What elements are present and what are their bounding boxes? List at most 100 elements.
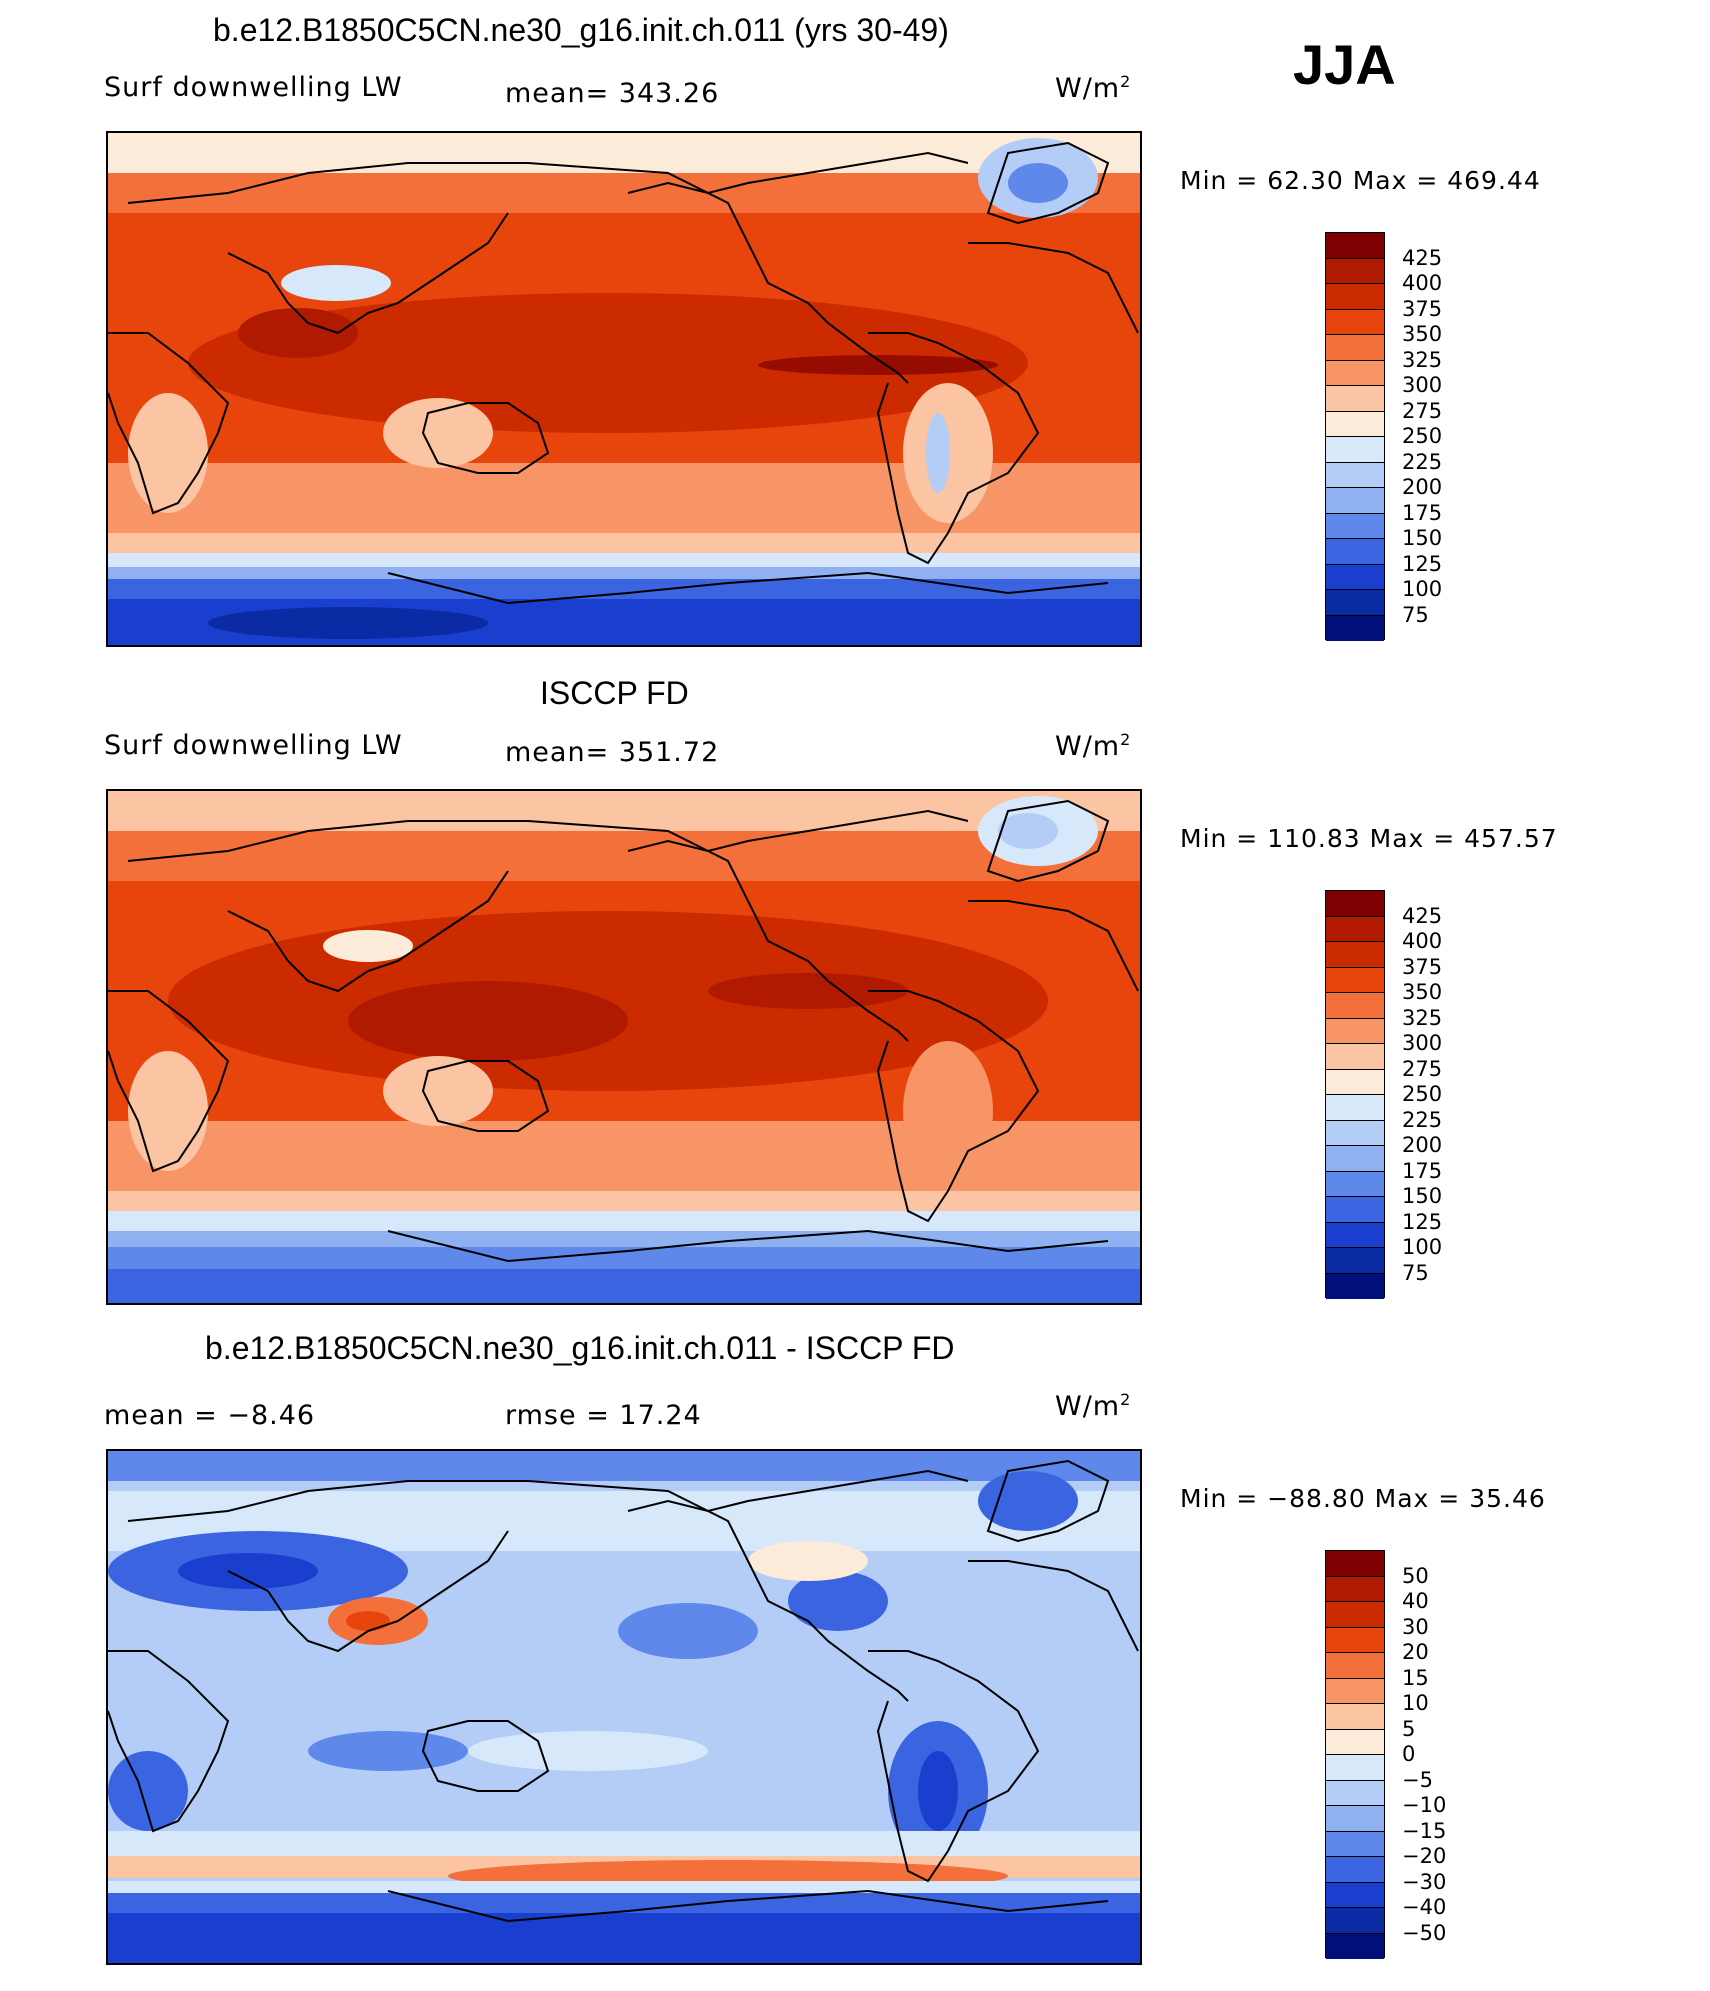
- panel-2-variable-label: Surf downwelling LW: [104, 730, 403, 761]
- colorbar-label: 175: [1402, 1158, 1443, 1183]
- colorbar-label: −40: [1402, 1895, 1447, 1919]
- colorbar-label: 175: [1402, 500, 1443, 525]
- colorbar-label: 20: [1402, 1640, 1429, 1664]
- colorbar-label: 400: [1402, 929, 1443, 953]
- colorbar-box: [1326, 488, 1384, 514]
- colorbar-box: [1326, 1120, 1384, 1146]
- colorbar-box: [1326, 335, 1384, 361]
- colorbar-label: −10: [1402, 1793, 1447, 1817]
- panel-2-mean-label: mean= 351.72: [505, 737, 720, 768]
- colorbar-label: 125: [1402, 1209, 1443, 1234]
- colorbar-box: [1326, 437, 1384, 463]
- colorbar-label: −50: [1402, 1920, 1447, 1945]
- colorbar-box: [1326, 916, 1384, 942]
- panel-2-units: W/m2: [1055, 730, 1132, 762]
- colorbar-label: 275: [1402, 398, 1443, 423]
- colorbar-box: [1326, 284, 1384, 310]
- colorbar-box: [1326, 1602, 1384, 1628]
- colorbar-box: [1326, 1755, 1384, 1781]
- colorbar-box: [1326, 513, 1384, 539]
- colorbar-label: 375: [1402, 954, 1443, 979]
- colorbar-box: [1326, 1095, 1384, 1121]
- colorbar-label: 425: [1402, 903, 1443, 928]
- colorbar-box: [1326, 1069, 1384, 1095]
- colorbar-box: [1326, 1882, 1384, 1908]
- colorbar-label: 300: [1402, 1031, 1443, 1055]
- colorbar-label: 425: [1402, 245, 1443, 270]
- colorbar-box: [1326, 1222, 1384, 1248]
- colorbar-label: 325: [1402, 1005, 1443, 1030]
- panel-3-minmax: Min = −88.80 Max = 35.46: [1180, 1484, 1546, 1513]
- colorbar-box: [1326, 1171, 1384, 1197]
- panel-1-variable-label: Surf downwelling LW: [104, 72, 403, 103]
- colorbar-box: [1326, 615, 1384, 641]
- panel-3-title: b.e12.B1850C5CN.ne30_g16.init.ch.011 - I…: [205, 1330, 955, 1366]
- colorbar-box: [1326, 590, 1384, 616]
- panel-1-map-svg: [108, 133, 1140, 645]
- colorbar-box: [1326, 1806, 1384, 1832]
- colorbar-label: −30: [1402, 1869, 1447, 1894]
- colorbar-box: [1326, 1248, 1384, 1274]
- colorbar-box: [1326, 1146, 1384, 1172]
- panel-1-colorbar: [1325, 232, 1385, 641]
- colorbar-box: [1326, 993, 1384, 1019]
- colorbar-box: [1326, 1653, 1384, 1679]
- panel-3-map-svg: [108, 1451, 1140, 1963]
- colorbar-box: [1326, 1908, 1384, 1934]
- colorbar-label: 275: [1402, 1056, 1443, 1081]
- colorbar-label: 100: [1402, 577, 1443, 601]
- colorbar-label: 150: [1402, 1184, 1443, 1208]
- colorbar-box: [1326, 1857, 1384, 1883]
- panel-1-units: W/m2: [1055, 72, 1132, 104]
- colorbar-box: [1326, 411, 1384, 437]
- colorbar-box: [1326, 1704, 1384, 1730]
- colorbar-label: 100: [1402, 1235, 1443, 1259]
- colorbar-box: [1326, 386, 1384, 412]
- panel-1-title: b.e12.B1850C5CN.ne30_g16.init.ch.011 (yr…: [213, 12, 949, 48]
- colorbar-box: [1326, 539, 1384, 565]
- colorbar-box: [1326, 1576, 1384, 1602]
- colorbar-label: 200: [1402, 475, 1443, 499]
- panel-1-minmax: Min = 62.30 Max = 469.44: [1180, 166, 1541, 195]
- colorbar-label: 30: [1402, 1614, 1429, 1639]
- colorbar-box: [1326, 1933, 1384, 1959]
- panel-3-units: W/m2: [1055, 1390, 1132, 1422]
- colorbar-box: [1326, 967, 1384, 993]
- colorbar-box: [1326, 360, 1384, 386]
- colorbar-box: [1326, 233, 1384, 259]
- colorbar-box: [1326, 1729, 1384, 1755]
- panel-2-map-svg: [108, 791, 1140, 1303]
- panel-3-colorbar: [1325, 1550, 1385, 1959]
- season-label: JJA: [1293, 33, 1396, 96]
- panel-3-rmse-label: rmse = 17.24: [505, 1400, 702, 1431]
- colorbar-box: [1326, 942, 1384, 968]
- colorbar-box: [1326, 309, 1384, 335]
- colorbar-label: 200: [1402, 1133, 1443, 1157]
- colorbar-label: 50: [1402, 1563, 1429, 1588]
- colorbar-label: 5: [1402, 1716, 1416, 1741]
- panel-1-mean-label: mean= 343.26: [505, 78, 720, 109]
- colorbar-label: 225: [1402, 449, 1443, 474]
- colorbar-box: [1326, 1627, 1384, 1653]
- panel-3-map: [106, 1449, 1142, 1965]
- colorbar-box: [1326, 1551, 1384, 1577]
- panel-2-minmax: Min = 110.83 Max = 457.57: [1180, 824, 1558, 853]
- colorbar-label: −15: [1402, 1818, 1447, 1843]
- colorbar-label: 225: [1402, 1107, 1443, 1132]
- colorbar-label: 75: [1402, 602, 1429, 627]
- panel-2-map: [106, 789, 1142, 1305]
- colorbar-box: [1326, 564, 1384, 590]
- colorbar-label: 10: [1402, 1691, 1429, 1715]
- colorbar-box: [1326, 1780, 1384, 1806]
- colorbar-box: [1326, 258, 1384, 284]
- colorbar-box: [1326, 1044, 1384, 1070]
- colorbar-label: 250: [1402, 424, 1443, 448]
- colorbar-label: 375: [1402, 296, 1443, 321]
- colorbar-label: 150: [1402, 526, 1443, 550]
- colorbar-label: 125: [1402, 551, 1443, 576]
- colorbar-label: 15: [1402, 1665, 1429, 1690]
- colorbar-label: −20: [1402, 1844, 1447, 1868]
- panel-1-map: [106, 131, 1142, 647]
- colorbar-label: 40: [1402, 1589, 1429, 1613]
- colorbar-box: [1326, 1678, 1384, 1704]
